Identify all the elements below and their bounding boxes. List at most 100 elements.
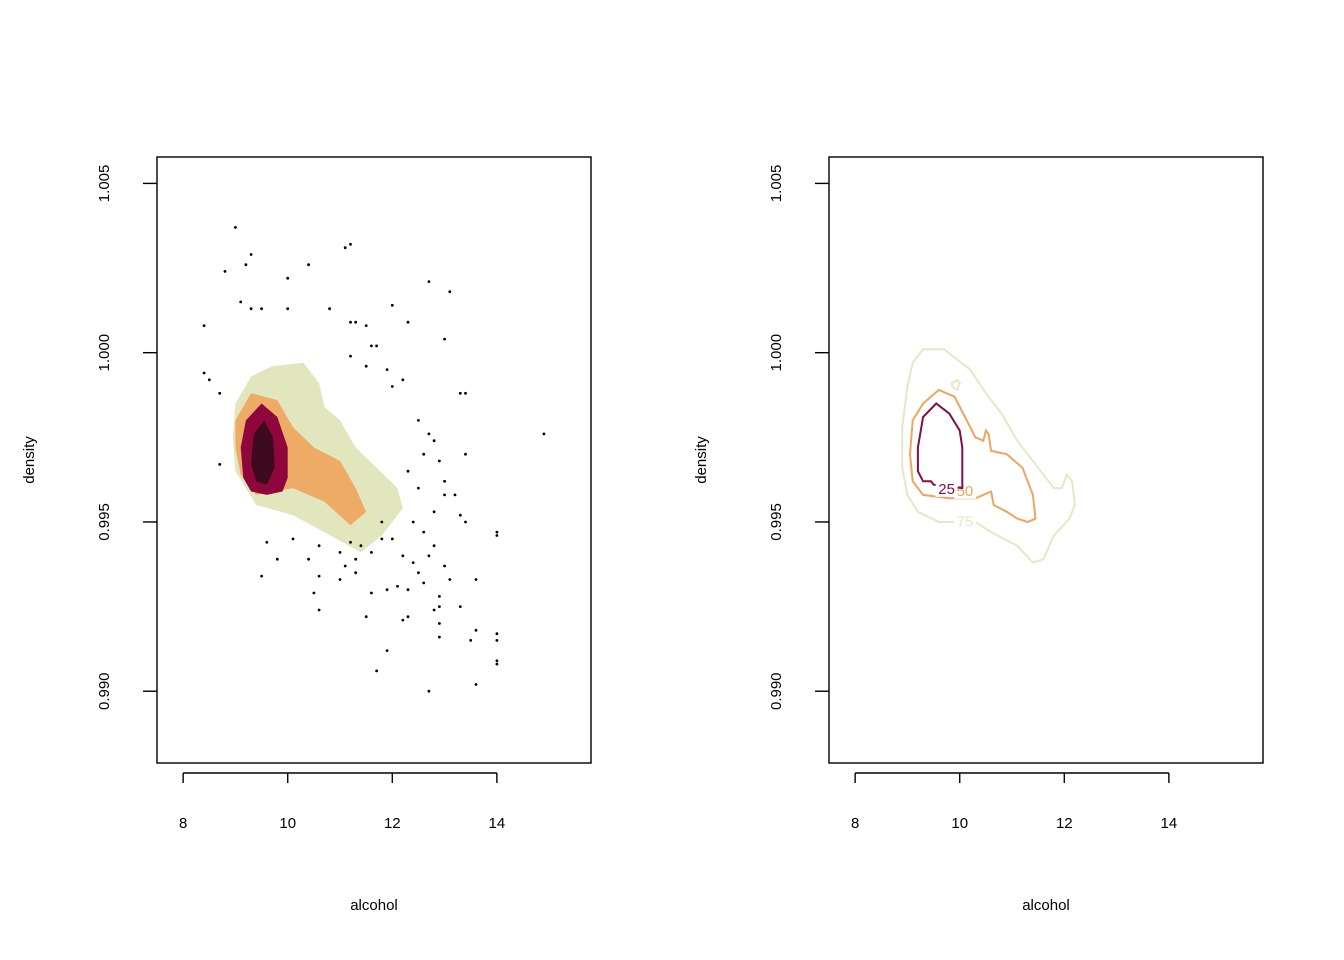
- scatter-point: [370, 551, 373, 554]
- scatter-point: [411, 520, 415, 524]
- scatter-point: [432, 510, 436, 514]
- contour-label-bg: [953, 481, 976, 499]
- left-y-axis-title: density: [21, 436, 38, 484]
- left-y-tick-label: 1.005: [96, 165, 113, 203]
- scatter-point: [307, 557, 310, 561]
- scatter-point: [443, 564, 446, 568]
- scatter-point: [307, 263, 310, 267]
- scatter-point: [328, 307, 331, 311]
- scatter-point: [411, 561, 415, 564]
- scatter-point: [244, 263, 248, 267]
- left-x-tick-label: 14: [489, 815, 506, 832]
- scatter-point: [375, 344, 378, 348]
- scatter-point: [349, 540, 352, 544]
- right-x-tick-label: 8: [851, 815, 859, 832]
- scatter-point: [364, 615, 368, 619]
- scatter-point: [223, 270, 227, 273]
- scatter-point: [427, 554, 431, 558]
- right-x-tick-label: 12: [1056, 815, 1073, 832]
- contour-line-extra: [950, 378, 961, 392]
- scatter-point: [495, 534, 499, 537]
- left-y-tick-label: 0.990: [96, 672, 113, 710]
- right-plot-frame: [828, 156, 1264, 764]
- scatter-point: [432, 544, 436, 548]
- scatter-point: [474, 628, 478, 632]
- contour-label-25: 25: [938, 481, 955, 498]
- scatter-point: [249, 307, 253, 311]
- scatter-point: [260, 574, 263, 578]
- scatter-point: [406, 469, 410, 473]
- scatter-point: [443, 479, 446, 483]
- scatter-point: [432, 439, 436, 443]
- right-y-tick-label: 1.005: [768, 165, 785, 203]
- scatter-point: [417, 486, 420, 490]
- scatter-point: [207, 378, 211, 382]
- scatter-point: [406, 588, 410, 592]
- scatter-point: [385, 368, 389, 371]
- scatter-point: [354, 557, 358, 561]
- scatter-point: [265, 540, 269, 544]
- scatter-point: [338, 551, 342, 554]
- scatter-point: [380, 520, 384, 524]
- left-x-tick-label: 10: [279, 815, 296, 832]
- scatter-point: [370, 344, 373, 348]
- scatter-point: [390, 385, 394, 388]
- contour-line-25: [916, 402, 964, 490]
- scatter-point: [448, 578, 452, 581]
- scatter-point: [495, 659, 499, 663]
- scatter-point: [291, 537, 295, 541]
- scatter-point: [343, 246, 347, 250]
- left-scatter-panel: 8 10 12 14 0.990 0.995 1.000 1.005 alcohol densit…: [21, 156, 592, 914]
- scatter-point: [438, 595, 441, 598]
- scatter-point: [495, 632, 499, 636]
- right-y-tick-label: 0.995: [768, 503, 785, 541]
- scatter-point: [453, 493, 457, 497]
- scatter-point: [427, 280, 431, 283]
- scatter-point: [390, 303, 394, 307]
- scatter-point: [458, 605, 462, 608]
- scatter-point: [286, 276, 290, 280]
- hdr-dark-core: [251, 420, 275, 485]
- scatter-point: [495, 639, 499, 642]
- scatter-point: [401, 618, 405, 622]
- right-x-tick-label: 14: [1161, 815, 1178, 832]
- scatter-point: [401, 554, 405, 558]
- scatter-point: [438, 459, 441, 463]
- scatter-point: [417, 571, 420, 575]
- scatter-point: [343, 564, 347, 568]
- scatter-point: [349, 354, 352, 358]
- left-y-tick-label: 0.995: [96, 503, 113, 541]
- scatter-point: [495, 530, 499, 534]
- scatter-point: [469, 639, 473, 642]
- scatter-point: [354, 571, 358, 575]
- contour-line-50: [908, 388, 1037, 524]
- scatter-point: [422, 530, 426, 534]
- scatter-point: [401, 378, 405, 382]
- scatter-point: [432, 608, 436, 612]
- right-x-tick-label: 10: [951, 815, 968, 832]
- scatter-point: [474, 578, 478, 581]
- contour-label-bg: [953, 512, 976, 530]
- scatter-point: [443, 337, 446, 341]
- scatter-point: [338, 578, 342, 581]
- scatter-point: [495, 662, 499, 666]
- scatter-point: [218, 463, 222, 466]
- left-y-tick-label: 1.000: [96, 334, 113, 372]
- scatter-point: [438, 635, 441, 639]
- scatter-point: [317, 608, 321, 612]
- scatter-point: [354, 320, 358, 324]
- contour-label-50: 50: [957, 483, 974, 500]
- scatter-point: [464, 520, 467, 524]
- scatter-point: [438, 605, 441, 608]
- scatter-point: [202, 324, 206, 327]
- scatter-point: [359, 544, 363, 548]
- scatter-point: [349, 242, 352, 246]
- scatter-points: [202, 226, 546, 693]
- right-y-tick-label: 0.990: [768, 672, 785, 710]
- scatter-point: [458, 391, 462, 395]
- scatter-point: [438, 622, 441, 625]
- scatter-point: [380, 537, 384, 541]
